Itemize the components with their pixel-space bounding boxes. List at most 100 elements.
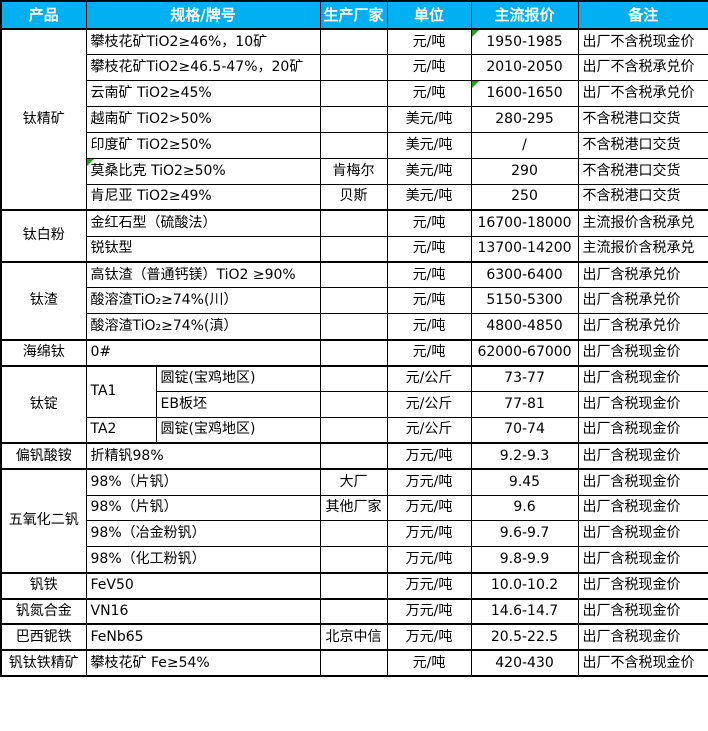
price-cell-text: / [522, 136, 527, 153]
unit-cell: 美元/吨 [386, 157, 472, 185]
price-cell-text: 70-74 [504, 421, 545, 438]
price-cell: 77-81 [470, 390, 579, 418]
unit-cell-text: 元/吨 [412, 33, 446, 50]
table-row: 钒氮合金 VN16 万元/吨 14.6-14.7 出厂含税现金价 [0, 597, 708, 625]
price-cell-text: 290 [511, 162, 538, 179]
note-cell-text: 不含税港口交货 [582, 136, 681, 153]
spec-cell: 98%（化工粉钒） [85, 546, 321, 574]
price-cell-text: 20.5-22.5 [490, 628, 559, 645]
product-cell: 钒铁 [0, 571, 87, 600]
unit-cell: 元/吨 [386, 649, 472, 677]
spec-cell-text: 酸溶渣TiO₂≥74%(川） [90, 292, 238, 309]
unit-cell: 元/吨 [386, 235, 472, 263]
manufacturer-cell: 其他厂家 [319, 494, 388, 522]
product-cell: 巴西铌铁 [0, 623, 87, 651]
spec-cell: 肯尼亚 TiO2≥49% [85, 183, 321, 211]
price-cell: 9.45 [470, 468, 579, 496]
spec-cell: 越南矿 TiO2>50% [85, 106, 321, 134]
manufacturer-cell-text: 贝斯 [339, 188, 368, 205]
note-cell: 不含税港口交货 [577, 157, 708, 185]
table-row: TA2 圆锭(宝鸡地区) 元/公斤 70-74 出厂含税现金价 [1, 416, 708, 444]
table-row: 越南矿 TiO2>50% 美元/吨 280-295 不含税港口交货 [1, 106, 708, 134]
table-row: 五氧化二钒 98%（片钒） 大厂 万元/吨 9.45 出厂含税现金价 [0, 468, 708, 574]
price-cell-text: 73-77 [504, 370, 545, 387]
spec-cell: 0# [85, 338, 321, 367]
note-cell-text: 不含税港口交货 [582, 162, 681, 179]
note-cell-text: 出厂含税现金价 [582, 421, 681, 438]
unit-cell-text: 万元/吨 [405, 576, 453, 593]
spec-cell-text: 高钛渣（普通钙镁）TiO2 ≥90% [90, 266, 296, 283]
table-row: 攀枝花矿TiO2≥46.5-47%，20矿 元/吨 2010-2050 出厂不含税承兑… [1, 54, 708, 82]
note-cell: 主流报价含税承兑 [577, 209, 708, 237]
unit-cell: 元/公斤 [386, 390, 472, 418]
table-body: 钛精矿 攀枝花矿TiO2≥46%，10矿 元/吨 1950-1985 出厂不含税现金价攀… [0, 27, 708, 677]
product-cell-text: 钛白粉 [22, 227, 65, 244]
note-cell: 出厂含税现金价 [577, 364, 708, 392]
unit-cell-text: 元/公斤 [405, 395, 453, 412]
spec-cell: 莫桑比克 TiO2≥50% [85, 157, 321, 185]
spec-cell-text: 98%（冶金粉钒） [90, 525, 206, 542]
header-spec: 规格/牌号 [85, 0, 321, 30]
price-cell-text: 280-295 [495, 110, 554, 127]
spec-cell-text: EB板坯 [160, 395, 207, 412]
spec-cell-text: 0# [90, 343, 112, 360]
spec-cell-text: 攀枝花矿TiO2≥46.5-47%，20矿 [90, 59, 304, 76]
note-cell: 出厂含税承兑价 [577, 313, 708, 341]
spec-cell-text: VN16 [90, 602, 129, 619]
table-row: 钛白粉 金红石型（硫酸法） 元/吨 16700-18000 主流报价含税承兑 [0, 209, 708, 263]
product-cell-text: 海绵钛 [22, 343, 65, 360]
price-cell: 250 [470, 183, 579, 211]
note-cell: 出厂含税现金价 [577, 571, 708, 600]
unit-cell-text: 元/吨 [412, 85, 446, 102]
spec-cell: 云南矿 TiO2≥45% [85, 80, 321, 108]
manufacturer-cell [319, 106, 388, 134]
grade-cell-text: TA2 [90, 421, 117, 438]
product-cell: 钛锭 [0, 364, 87, 444]
note-cell: 出厂含税现金价 [577, 520, 708, 548]
table-row: 酸溶渣TiO₂≥74%(川） 元/吨 5150-5300 出厂含税承兑价 [1, 287, 708, 315]
price-cell: 9.2-9.3 [470, 442, 579, 470]
note-cell: 不含税港口交货 [577, 132, 708, 159]
price-cell: 13700-14200 [470, 235, 579, 263]
price-cell-text: 62000-67000 [477, 343, 572, 360]
error-indicator-icon [472, 30, 479, 37]
spec-cell: 攀枝花矿 Fe≥54% [85, 649, 321, 677]
table-row: 酸溶渣TiO₂≥74%(滇） 元/吨 4800-4850 出厂含税承兑价 [1, 313, 708, 341]
product-cell-text: 钛精矿 [22, 110, 65, 127]
header-price: 主流报价 [470, 0, 579, 30]
unit-cell-text: 美元/吨 [405, 110, 453, 127]
manufacturer-cell: 贝斯 [319, 183, 388, 211]
note-cell-text: 主流报价含税承兑 [582, 240, 695, 257]
spec-cell-text: 酸溶渣TiO₂≥74%(滇） [90, 317, 238, 334]
unit-cell-text: 美元/吨 [405, 162, 453, 179]
note-cell: 出厂含税现金价 [577, 597, 708, 625]
table-row: 肯尼亚 TiO2≥49% 贝斯 美元/吨 250 不含税港口交货 [1, 183, 708, 211]
note-cell: 出厂含税现金价 [577, 442, 708, 470]
manufacturer-cell [319, 390, 388, 418]
price-cell-text: 10.0-10.2 [490, 576, 559, 593]
product-cell: 钛白粉 [0, 209, 87, 263]
spec-cell: 攀枝花矿TiO2≥46%，10矿 [85, 28, 321, 56]
price-cell: 16700-18000 [470, 209, 579, 237]
table-row: 98%（片钒） 其他厂家 万元/吨 9.6 出厂含税现金价 [1, 494, 708, 522]
manufacturer-cell [319, 235, 388, 263]
manufacturer-cell-text: 其他厂家 [325, 499, 382, 516]
spec-cell-text: 98%（化工粉钒） [90, 550, 206, 567]
note-cell-text: 出厂含税现金价 [582, 525, 681, 542]
product-cell-text: 钒铁 [29, 576, 58, 593]
note-cell-text: 出厂含税承兑价 [582, 292, 681, 309]
price-cell: 4800-4850 [470, 313, 579, 341]
table-row: 钒铁 FeV50 万元/吨 10.0-10.2 出厂含税现金价 [0, 571, 708, 600]
manufacturer-cell-text: 肯梅尔 [332, 162, 375, 179]
note-cell-text: 出厂含税现金价 [582, 550, 681, 567]
note-cell: 主流报价含税承兑 [577, 235, 708, 263]
unit-cell-text: 万元/吨 [405, 550, 453, 567]
table-row: 钛渣 高钛渣（普通钙镁）TiO2 ≥90% 元/吨 6300-6400 出厂含税承兑价 [0, 261, 708, 341]
price-cell-text: 13700-14200 [477, 240, 572, 257]
spec-cell: FeV50 [85, 571, 321, 600]
price-cell-text: 9.8-9.9 [499, 550, 550, 567]
product-cell: 钛精矿 [0, 27, 87, 211]
unit-cell: 万元/吨 [386, 623, 472, 651]
price-cell-text: 6300-6400 [486, 266, 563, 283]
grade-cell-text: TA1 [90, 383, 117, 400]
